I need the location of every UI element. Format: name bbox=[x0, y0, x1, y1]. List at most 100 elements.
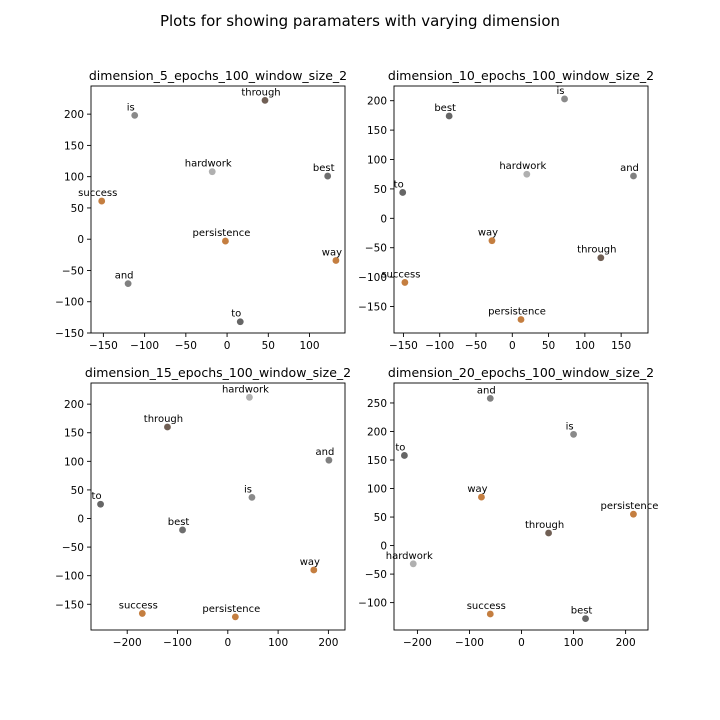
point-label-persistence: persistence bbox=[202, 604, 260, 615]
axes-frame bbox=[90, 382, 346, 631]
x-tick-label: 0 bbox=[518, 637, 525, 649]
y-tick-label: 100 bbox=[64, 172, 84, 184]
point-is bbox=[570, 430, 577, 438]
point-success bbox=[486, 610, 494, 618]
point-is bbox=[248, 493, 256, 501]
x-tick-label: 150 bbox=[611, 340, 631, 352]
point-hardwork bbox=[409, 560, 417, 568]
y-tick-label: 50 bbox=[71, 203, 84, 215]
y-tick-label: 200 bbox=[367, 426, 387, 438]
point-label-best: best bbox=[168, 517, 190, 528]
point-label-is: is bbox=[127, 102, 135, 113]
point-hardwork bbox=[523, 170, 531, 178]
y-tick-label: 150 bbox=[367, 455, 387, 467]
x-tick-label: −100 bbox=[425, 340, 454, 352]
x-tick-label: 200 bbox=[616, 637, 636, 649]
point-label-way: way bbox=[467, 484, 487, 495]
point-label-hardwork: hardwork bbox=[386, 551, 433, 562]
point-best bbox=[324, 172, 332, 180]
x-tick-label: −150 bbox=[389, 340, 418, 352]
point-through bbox=[164, 423, 171, 431]
point-label-and: and bbox=[620, 163, 639, 174]
y-tick-label: 0 bbox=[380, 541, 387, 553]
point-label-is: is bbox=[566, 421, 574, 432]
x-tick-label: 100 bbox=[564, 637, 584, 649]
axes-frame bbox=[90, 85, 346, 334]
x-tick-label: −200 bbox=[403, 637, 432, 649]
y-tick-label: 50 bbox=[374, 184, 387, 196]
point-to bbox=[399, 189, 407, 196]
x-tick-label: 0 bbox=[224, 637, 231, 649]
point-through bbox=[545, 529, 552, 537]
x-tick-label: −150 bbox=[89, 340, 118, 352]
point-label-to: to bbox=[231, 309, 241, 320]
y-tick-label: 150 bbox=[367, 125, 387, 137]
subplot-4: dimension_20_epochs_100_window_size_2 −20… bbox=[358, 365, 658, 649]
point-way bbox=[332, 257, 340, 264]
y-tick-label: −150 bbox=[358, 302, 387, 314]
point-label-best: best bbox=[571, 606, 593, 617]
point-label-through: through bbox=[525, 520, 564, 531]
y-tick-label: 50 bbox=[374, 512, 387, 524]
y-tick-label: 0 bbox=[380, 213, 387, 225]
point-way bbox=[488, 237, 496, 245]
point-and bbox=[124, 280, 132, 287]
point-hardwork bbox=[246, 393, 253, 401]
point-persistence bbox=[222, 237, 229, 245]
point-best bbox=[445, 112, 453, 120]
y-tick-label: −100 bbox=[358, 598, 387, 610]
point-label-success: success bbox=[467, 601, 506, 612]
x-tick-label: 100 bbox=[300, 340, 320, 352]
y-tick-label: −150 bbox=[55, 328, 84, 340]
point-persistence bbox=[630, 510, 637, 518]
point-label-to: to bbox=[395, 442, 405, 453]
point-label-and: and bbox=[115, 271, 134, 282]
point-label-is: is bbox=[557, 86, 565, 97]
y-tick-label: −100 bbox=[55, 297, 84, 309]
x-tick-label: 50 bbox=[542, 340, 555, 352]
y-tick-label: −50 bbox=[62, 542, 84, 554]
subplot-title: dimension_15_epochs_100_window_size_2 bbox=[85, 365, 351, 380]
point-label-and: and bbox=[315, 447, 334, 458]
point-way bbox=[478, 493, 485, 501]
subplot-title: dimension_10_epochs_100_window_size_2 bbox=[388, 68, 654, 83]
y-tick-label: −150 bbox=[55, 599, 84, 611]
y-tick-label: 50 bbox=[71, 485, 84, 497]
point-best bbox=[179, 526, 186, 534]
axes-frame bbox=[393, 382, 649, 631]
x-tick-label: 50 bbox=[262, 340, 275, 352]
point-hardwork bbox=[208, 168, 216, 176]
point-is bbox=[131, 111, 139, 119]
point-label-persistence: persistence bbox=[192, 228, 250, 239]
x-tick-label: −50 bbox=[465, 340, 487, 352]
point-label-persistence: persistence bbox=[600, 501, 658, 512]
point-way bbox=[310, 566, 318, 574]
y-tick-label: −50 bbox=[365, 569, 387, 581]
point-persistence bbox=[517, 316, 525, 323]
y-tick-label: −100 bbox=[55, 571, 84, 583]
point-label-hardwork: hardwork bbox=[185, 159, 232, 170]
point-best bbox=[582, 615, 589, 622]
point-label-through: through bbox=[144, 414, 183, 425]
point-through bbox=[261, 96, 269, 104]
x-tick-label: 200 bbox=[318, 637, 338, 649]
point-label-way: way bbox=[322, 247, 342, 258]
point-and bbox=[630, 172, 637, 180]
point-label-best: best bbox=[313, 163, 335, 174]
y-tick-label: 150 bbox=[64, 140, 84, 152]
x-tick-label: −200 bbox=[113, 637, 142, 649]
point-success bbox=[138, 610, 146, 617]
y-tick-label: −100 bbox=[358, 272, 387, 284]
point-label-way: way bbox=[300, 557, 320, 568]
subplot-title: dimension_5_epochs_100_window_size_2 bbox=[89, 68, 347, 83]
point-label-success: success bbox=[381, 269, 420, 280]
point-success bbox=[401, 279, 409, 286]
y-tick-label: 0 bbox=[77, 514, 84, 526]
y-tick-label: 100 bbox=[367, 484, 387, 496]
y-tick-label: −50 bbox=[365, 243, 387, 255]
point-and bbox=[325, 456, 333, 464]
point-success bbox=[98, 197, 106, 205]
y-tick-label: 200 bbox=[64, 399, 84, 411]
point-through bbox=[597, 254, 605, 262]
